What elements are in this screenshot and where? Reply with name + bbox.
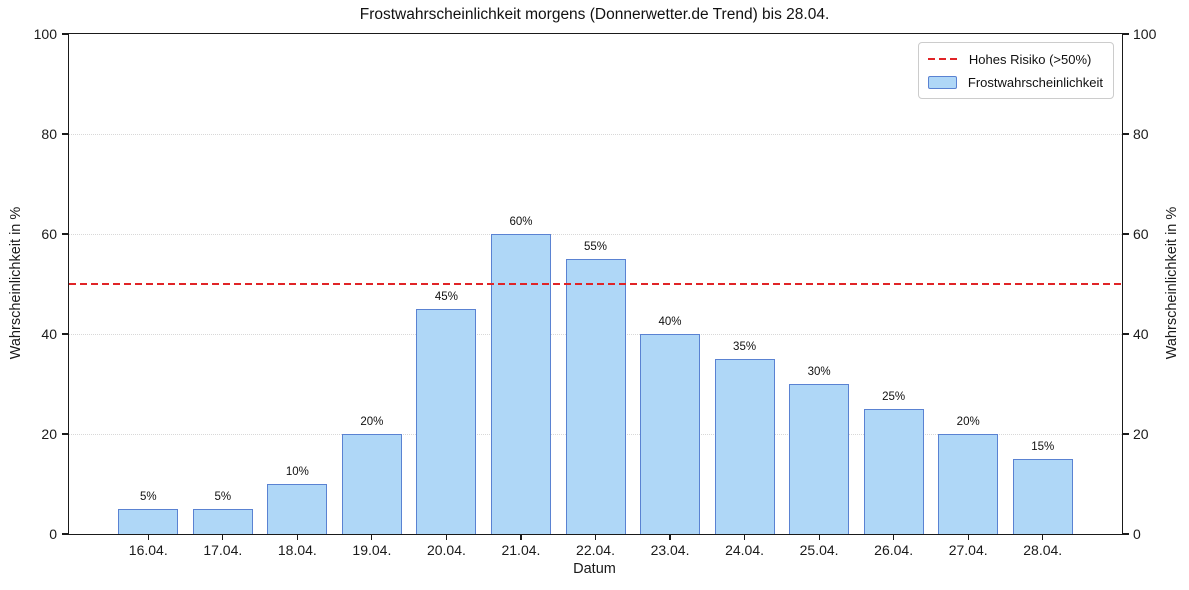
x-tick-label: 27.04.: [948, 542, 988, 558]
y-tick-label-right: 100: [1133, 26, 1157, 42]
bar-value-label: 5%: [214, 491, 232, 503]
bar-value-label: 55%: [583, 241, 608, 253]
bar-series-swatch: [927, 75, 957, 89]
x-tick: [1042, 534, 1044, 540]
bar-value-label: 5%: [139, 491, 157, 503]
x-tick: [594, 534, 597, 540]
y-tick-label-right: 60: [1133, 226, 1149, 242]
y-tick-label-right: 40: [1133, 326, 1149, 342]
y-tick-label-left: 20: [41, 426, 57, 442]
x-tick-label: 21.04.: [501, 542, 541, 558]
bar-value-label: 15%: [1031, 441, 1055, 453]
legend-label-threshold: Hohes Risiko (>50%): [968, 51, 1092, 67]
y-gridline: [69, 133, 1122, 135]
bar-value-label: 25%: [882, 391, 906, 403]
y-tick-right: [1122, 333, 1129, 335]
x-tick-label: 26.04.: [874, 542, 914, 558]
x-tick: [222, 534, 224, 540]
bar: [341, 434, 402, 534]
x-tick: [296, 534, 298, 540]
x-tick: [445, 534, 447, 540]
y-tick-left: [62, 33, 69, 35]
chart-title: Frostwahrscheinlichkeit morgens (Donnerw…: [359, 6, 830, 23]
y-tick-label-left: 100: [33, 26, 57, 42]
bar: [789, 384, 850, 534]
x-tick-label: 19.04.: [352, 542, 392, 558]
x-tick: [743, 534, 746, 540]
legend-item-series: Frostwahrscheinlichkeit: [927, 73, 1103, 91]
bar: [714, 359, 775, 534]
bar-value-label: 30%: [807, 366, 831, 378]
bar-value-label: 20%: [360, 416, 384, 428]
x-tick-label: 28.04.: [1023, 542, 1063, 558]
y-tick-right: [1122, 533, 1129, 535]
legend: Hohes Risiko (>50%) Frostwahrscheinlichk…: [917, 42, 1114, 99]
x-tick: [147, 534, 149, 540]
bar: [565, 259, 626, 534]
bar-value-label: 20%: [956, 416, 980, 428]
legend-item-threshold: Hohes Risiko (>50%): [927, 50, 1103, 68]
x-tick-label: 17.04.: [203, 542, 243, 558]
y-tick-right: [1122, 433, 1129, 435]
y-tick-left: [62, 233, 69, 235]
y-tick-label-right: 20: [1133, 426, 1149, 442]
x-tick-label: 20.04.: [426, 542, 466, 558]
bar: [192, 509, 253, 534]
x-tick-label: 18.04.: [277, 542, 317, 558]
y-tick-right: [1122, 233, 1129, 235]
x-tick-label: 22.04.: [576, 542, 615, 558]
bar-value-label: 40%: [658, 316, 682, 328]
x-axis-label: Datum: [573, 561, 616, 577]
bar-value-label: 10%: [285, 466, 309, 478]
legend-label-series: Frostwahrscheinlichkeit: [967, 74, 1103, 90]
x-tick: [967, 534, 969, 540]
x-tick-label: 16.04.: [128, 542, 168, 558]
bar-value-label: 35%: [733, 341, 757, 353]
y-tick-label-left: 80: [41, 126, 57, 142]
y-tick-right: [1122, 33, 1129, 35]
x-tick: [818, 534, 820, 540]
x-tick-label: 25.04.: [799, 542, 839, 558]
y-tick-right: [1122, 133, 1129, 135]
x-tick-label: 24.04.: [725, 542, 765, 558]
x-tick: [669, 534, 671, 540]
bar-value-label: 45%: [434, 291, 458, 303]
y-tick-label-right: 0: [1133, 526, 1141, 542]
bar: [118, 509, 179, 534]
y-tick-label-left: 0: [49, 526, 57, 542]
x-tick: [893, 534, 895, 540]
x-tick-label: 23.04.: [650, 542, 690, 558]
bar: [1012, 459, 1073, 534]
y-tick-left: [62, 433, 69, 435]
bar: [490, 234, 551, 534]
x-tick: [520, 534, 522, 540]
y-tick-label-left: 60: [41, 226, 57, 242]
threshold-dashed-line-swatch: [927, 58, 958, 60]
bar-value-label: 60%: [509, 216, 533, 228]
bar: [267, 484, 328, 534]
bar: [938, 434, 999, 534]
y-gridline: [69, 233, 1122, 235]
y-tick-label-left: 40: [41, 326, 57, 342]
y-tick-left: [62, 133, 69, 135]
plot-area: Hohes Risiko (>50%) Frostwahrscheinlichk…: [34, 27, 1157, 558]
y-tick-left: [62, 533, 69, 535]
y-tick-label-right: 80: [1133, 126, 1149, 142]
x-tick: [371, 534, 373, 540]
bar: [416, 309, 477, 534]
bar: [640, 334, 701, 534]
y-tick-left: [62, 333, 69, 335]
bar: [863, 409, 924, 534]
threshold-line: [69, 283, 1122, 285]
